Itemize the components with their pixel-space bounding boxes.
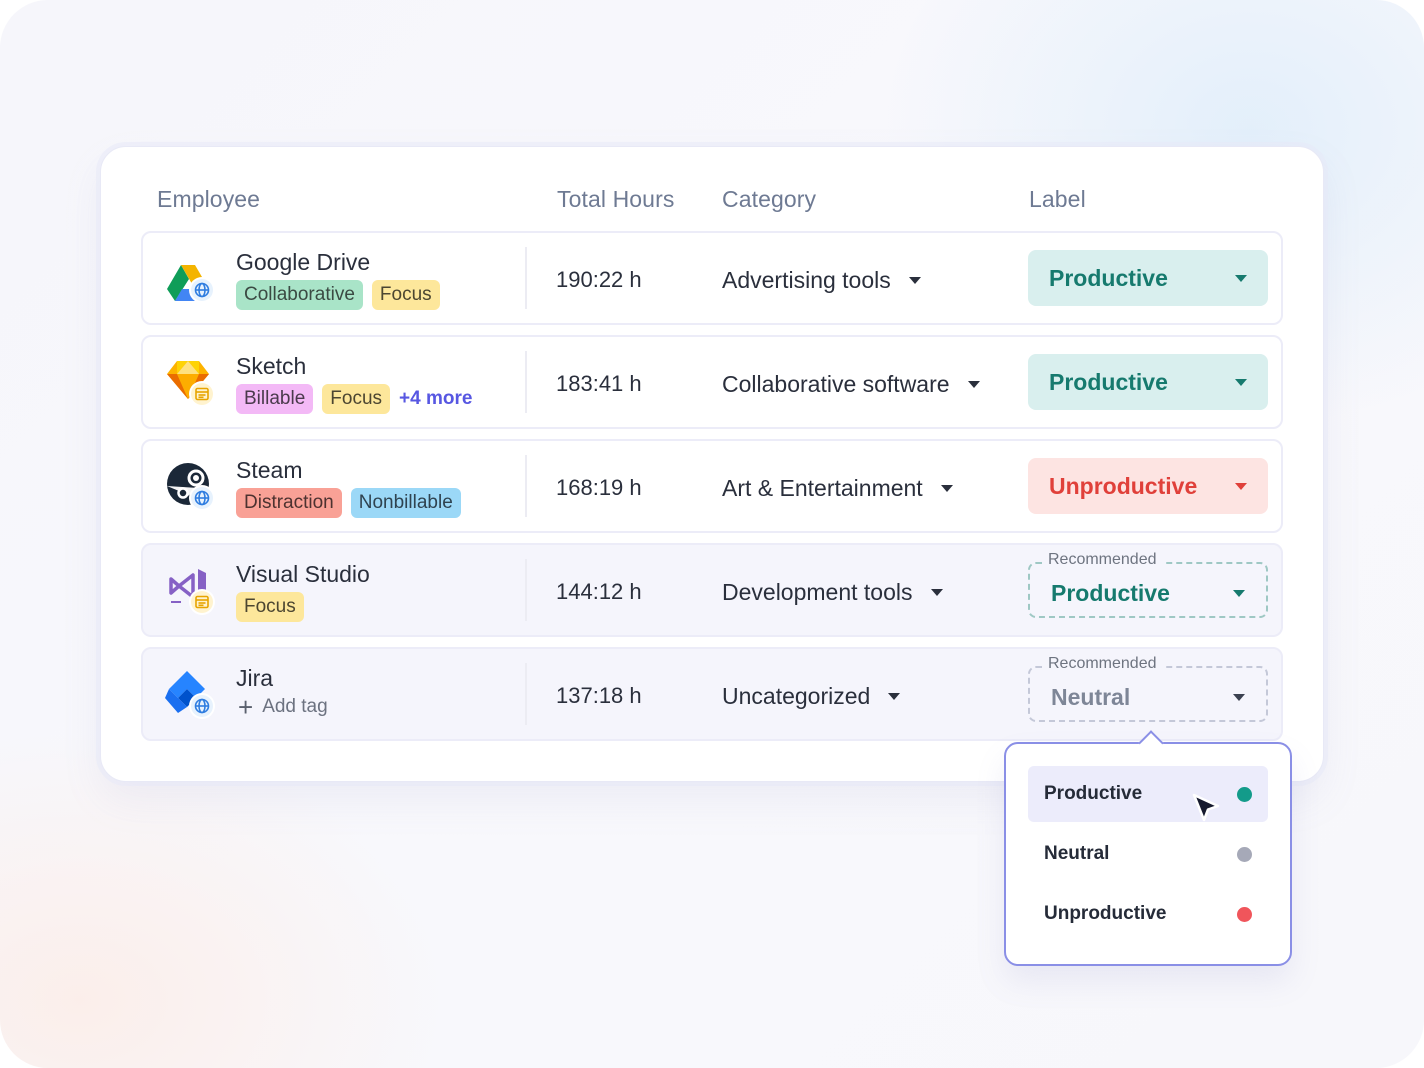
divider: [525, 247, 527, 309]
category-value: Collaborative software: [722, 371, 950, 397]
app-name: Jira: [236, 665, 274, 691]
label-value: Neutral: [1051, 683, 1131, 710]
tag-billable[interactable]: Billable: [236, 384, 314, 414]
chevron-down-icon: [930, 589, 943, 596]
total-hours: 168:19 h: [556, 475, 642, 500]
option-neutral[interactable]: Neutral: [1028, 826, 1268, 882]
label-value: Unproductive: [1049, 472, 1198, 499]
chevron-down-icon: [1233, 589, 1245, 597]
column-header-total-hours[interactable]: Total Hours: [557, 186, 675, 212]
add-tag-button[interactable]: + Add tag: [236, 692, 328, 722]
app-name: Google Drive: [236, 249, 371, 275]
divider: [525, 559, 527, 621]
category-select[interactable]: Uncategorized: [722, 683, 901, 710]
chevron-down-icon: [908, 277, 921, 284]
app-window-icon: [195, 595, 209, 609]
recommended-caption: Recommended: [1042, 655, 1163, 673]
tag-collaborative[interactable]: Collaborative: [236, 280, 363, 310]
app-window-icon: [195, 387, 209, 401]
label-value: Productive: [1051, 579, 1170, 606]
tag-focus[interactable]: Focus: [236, 592, 304, 622]
steam-icon: [165, 461, 215, 511]
table-row-visual-studio[interactable]: Visual Studio Focus 144:12 h Development…: [141, 543, 1283, 637]
divider: [525, 663, 527, 725]
app-name: Visual Studio: [236, 561, 370, 587]
category-select[interactable]: Advertising tools: [722, 267, 921, 294]
status-dot-icon: [1237, 846, 1252, 862]
table-row-jira[interactable]: Jira + Add tag 137:18 h Uncategorized Re…: [141, 647, 1283, 741]
recommended-caption: Recommended: [1042, 551, 1163, 569]
label-select[interactable]: Productive: [1028, 354, 1268, 410]
tag-list: + Add tag: [236, 692, 328, 722]
category-value: Development tools: [722, 579, 913, 605]
chevron-down-icon: [1233, 693, 1245, 701]
globe-icon: [194, 490, 210, 506]
category-select[interactable]: Development tools: [722, 579, 943, 606]
table-row-sketch[interactable]: Sketch Billable Focus +4 more 183:41 h C…: [141, 335, 1283, 429]
label-select[interactable]: Productive: [1028, 250, 1268, 306]
category-value: Art & Entertainment: [722, 475, 923, 501]
category-select[interactable]: Art & Entertainment: [722, 475, 953, 502]
category-select[interactable]: Collaborative software: [722, 371, 980, 398]
label-value: Productive: [1049, 264, 1168, 291]
option-label: Neutral: [1044, 843, 1110, 864]
globe-icon: [194, 282, 210, 298]
total-hours: 183:41 h: [556, 371, 642, 396]
column-header-label[interactable]: Label: [1029, 186, 1086, 212]
visual-studio-icon: [165, 565, 215, 615]
app-name: Sketch: [236, 353, 307, 379]
table-row-steam[interactable]: Steam Distraction Nonbillable 168:19 h A…: [141, 439, 1283, 533]
globe-icon: [194, 698, 210, 714]
divider: [525, 455, 527, 517]
tag-nonbillable[interactable]: Nonbillable: [350, 488, 461, 518]
tag-list: Billable Focus +4 more: [236, 384, 472, 414]
plus-icon: +: [238, 692, 254, 722]
add-tag-label: Add tag: [262, 696, 328, 717]
option-label: Unproductive: [1044, 903, 1167, 924]
label-dropdown-menu: Productive Neutral Unproductive: [1004, 730, 1292, 966]
tag-list: Focus: [236, 592, 304, 622]
status-dot-icon: [1237, 786, 1252, 802]
chevron-down-icon: [940, 485, 953, 492]
label-select[interactable]: Unproductive: [1028, 458, 1268, 514]
option-productive[interactable]: Productive: [1028, 766, 1268, 822]
tag-distraction[interactable]: Distraction: [236, 488, 342, 518]
status-dot-icon: [1237, 906, 1252, 922]
table-row-google-drive[interactable]: Google Drive Collaborative Focus 190:22 …: [141, 231, 1283, 325]
sketch-icon: [165, 357, 215, 407]
tag-list: Collaborative Focus: [236, 280, 440, 310]
total-hours: 144:12 h: [556, 579, 642, 604]
label-select-recommended[interactable]: Recommended Neutral: [1028, 655, 1268, 722]
option-unproductive[interactable]: Unproductive: [1028, 886, 1268, 942]
app-name: Steam: [236, 457, 303, 483]
option-label: Productive: [1044, 783, 1143, 804]
jira-icon: [165, 669, 215, 719]
chevron-down-icon: [1235, 378, 1247, 386]
divider: [525, 351, 527, 413]
column-header-category[interactable]: Category: [722, 186, 817, 212]
total-hours: 137:18 h: [556, 683, 642, 708]
more-tags-link[interactable]: +4 more: [399, 388, 473, 409]
chevron-down-icon: [888, 693, 901, 700]
label-select-recommended[interactable]: Recommended Productive: [1028, 551, 1268, 618]
total-hours: 190:22 h: [556, 267, 642, 292]
category-value: Uncategorized: [722, 683, 871, 709]
column-header-employee[interactable]: Employee: [157, 186, 261, 212]
chevron-down-icon: [967, 381, 980, 388]
tag-list: Distraction Nonbillable: [236, 488, 461, 518]
chevron-down-icon: [1235, 482, 1247, 490]
chevron-down-icon: [1235, 274, 1247, 282]
label-value: Productive: [1049, 368, 1168, 395]
google-drive-icon: [165, 253, 215, 303]
tag-focus[interactable]: Focus: [322, 384, 391, 414]
mouse-pointer-icon: [1190, 792, 1224, 828]
tag-focus[interactable]: Focus: [371, 280, 440, 310]
category-value: Advertising tools: [722, 267, 891, 293]
